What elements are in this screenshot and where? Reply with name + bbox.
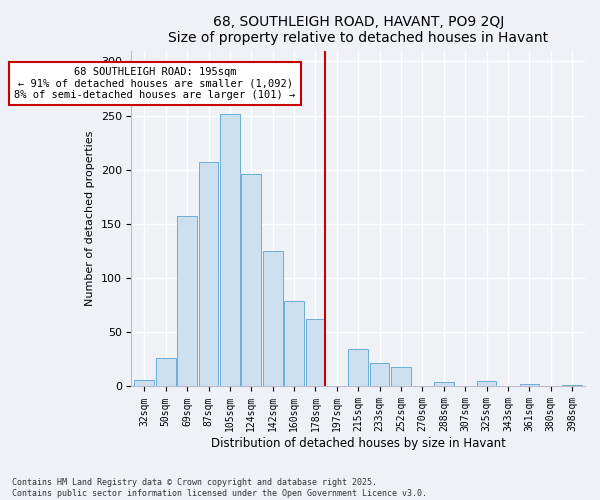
X-axis label: Distribution of detached houses by size in Havant: Distribution of detached houses by size … (211, 437, 506, 450)
Bar (134, 380, 154, 386)
Bar (477, 381, 496, 386)
Text: 68 SOUTHLEIGH ROAD: 195sqm
← 91% of detached houses are smaller (1,092)
8% of se: 68 SOUTHLEIGH ROAD: 195sqm ← 91% of deta… (14, 67, 296, 100)
Bar (434, 382, 454, 386)
Bar (305, 320, 325, 386)
Bar (199, 162, 218, 386)
Bar (349, 348, 368, 387)
Bar (391, 367, 411, 386)
Bar (284, 301, 304, 386)
Bar (263, 251, 283, 386)
Bar (241, 174, 261, 386)
Bar (220, 114, 240, 386)
Bar (370, 362, 389, 386)
Bar (177, 216, 197, 386)
Bar (520, 384, 539, 386)
Title: 68, SOUTHLEIGH ROAD, HAVANT, PO9 2QJ
Size of property relative to detached house: 68, SOUTHLEIGH ROAD, HAVANT, PO9 2QJ Siz… (168, 15, 548, 45)
Bar (156, 358, 176, 386)
Text: Contains HM Land Registry data © Crown copyright and database right 2025.
Contai: Contains HM Land Registry data © Crown c… (12, 478, 427, 498)
Y-axis label: Number of detached properties: Number of detached properties (85, 131, 95, 306)
